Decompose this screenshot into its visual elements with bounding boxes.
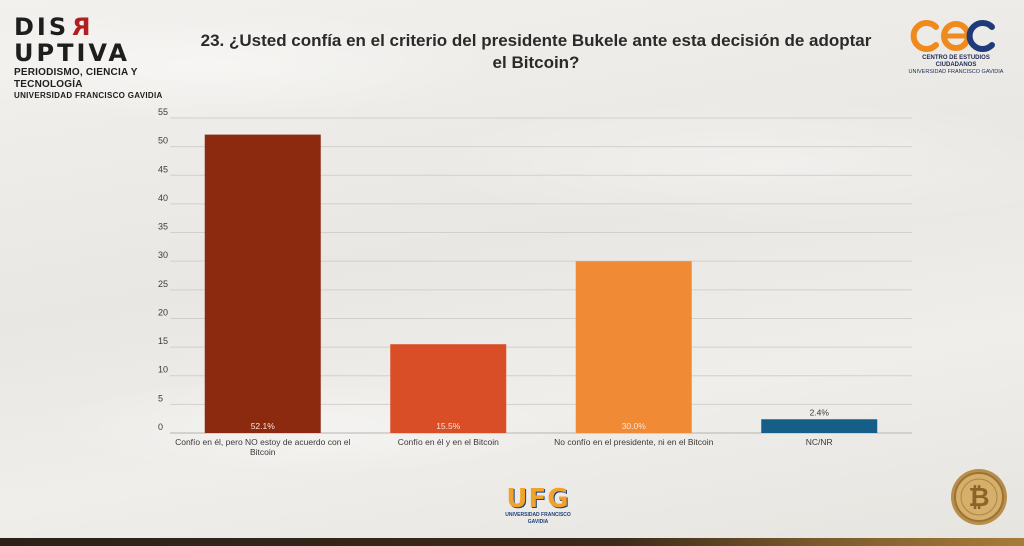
disruptiva-logo: DISRUPTIVA PERIODISMO, CIENCIA Y TECNOLO… [14,13,164,101]
bitcoin-coin-icon: ₿ [951,469,1007,525]
y-tick-label: 40 [158,193,168,203]
bar-data-label: 30.0% [622,421,647,431]
y-tick-label: 15 [158,336,168,346]
page-title: 23. ¿Usted confía en el criterio del pre… [200,31,872,72]
x-category-label: Confío en él y en el Bitcoin [398,437,499,447]
bar [390,344,507,433]
bar [575,261,692,433]
x-category-label: Confío en él, pero NO estoy de acuerdo c… [175,437,350,447]
bottom-strip [0,538,1024,546]
x-category-label: Bitcoin [250,447,276,457]
x-category-label: No confío en el presidente, ni en el Bit… [554,437,714,447]
y-tick-label: 10 [158,365,168,375]
cec-logo-icon: cec [910,20,995,52]
x-category-label: NC/NR [806,437,833,447]
y-tick-label: 30 [158,250,168,260]
ufg-logo: UFG UNIVERSIDAD FRANCISCO GAVIDIA [496,486,580,526]
cec-logo-line1: CENTRO DE ESTUDIOS CIUDADANOS [922,55,990,68]
y-tick-label: 0 [158,422,163,432]
brand-tagline: PERIODISMO, CIENCIA Y TECNOLOGÍA [14,67,138,90]
y-tick-label: 5 [158,393,163,403]
y-tick-label: 35 [158,222,168,232]
bar-data-label: 15.5% [436,421,461,431]
brand-wordmark: DISRUPTIVA [14,13,130,67]
bar-data-label: 2.4% [810,407,830,417]
brand-university: UNIVERSIDAD FRANCISCO GAVIDIA [14,91,163,100]
y-tick-label: 20 [158,307,168,317]
bar [761,419,878,433]
cec-logo-line2: UNIVERSIDAD FRANCISCO GAVIDIA [908,69,1004,75]
bar [204,134,321,434]
y-tick-label: 50 [158,136,168,146]
y-tick-label: 45 [158,164,168,174]
y-tick-label: 55 [158,107,168,117]
svg-text:₿: ₿ [968,483,989,513]
cec-logo: cec CENTRO DE ESTUDIOS CIUDADANOS UNIVER… [908,18,1004,76]
ufg-caption: UNIVERSIDAD FRANCISCO GAVIDIA [505,512,571,525]
ufg-mark: UFG [506,484,570,514]
bar-data-label: 52.1% [251,421,276,431]
y-tick-label: 25 [158,279,168,289]
